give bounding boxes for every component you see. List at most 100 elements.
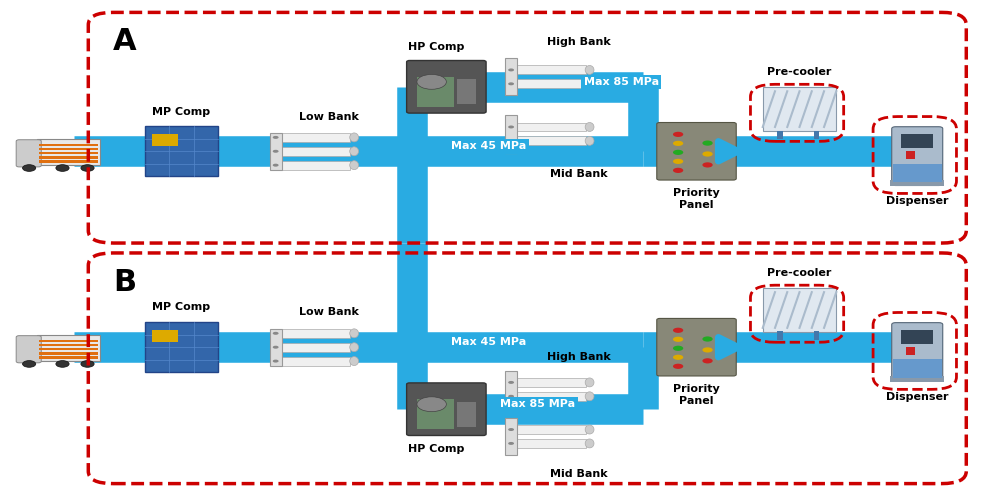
Circle shape	[80, 361, 94, 367]
Circle shape	[273, 164, 279, 167]
Text: High Bank: High Bank	[547, 352, 610, 362]
FancyBboxPatch shape	[902, 134, 934, 148]
Bar	[517, 439, 586, 448]
Circle shape	[23, 165, 35, 172]
FancyBboxPatch shape	[16, 140, 41, 167]
Text: Priority
Panel: Priority Panel	[673, 188, 720, 210]
Circle shape	[673, 328, 684, 333]
FancyBboxPatch shape	[906, 151, 914, 159]
Bar	[891, 375, 945, 382]
Bar	[39, 352, 98, 355]
Circle shape	[702, 347, 712, 353]
Bar	[517, 425, 586, 434]
Circle shape	[508, 139, 514, 142]
Circle shape	[508, 428, 514, 431]
FancyBboxPatch shape	[893, 360, 942, 377]
FancyBboxPatch shape	[37, 335, 100, 361]
Circle shape	[56, 165, 69, 172]
Bar	[282, 147, 350, 156]
Ellipse shape	[586, 439, 594, 448]
FancyBboxPatch shape	[763, 288, 836, 332]
Ellipse shape	[350, 133, 359, 142]
Bar	[891, 180, 945, 186]
Bar	[814, 130, 819, 139]
Text: Max 45 MPa: Max 45 MPa	[451, 141, 527, 151]
Circle shape	[273, 332, 279, 335]
Circle shape	[23, 361, 35, 367]
Bar	[282, 161, 350, 170]
Text: Priority
Panel: Priority Panel	[673, 384, 720, 406]
Bar	[517, 123, 586, 131]
Circle shape	[417, 397, 446, 412]
FancyBboxPatch shape	[145, 126, 218, 176]
Circle shape	[673, 132, 684, 137]
FancyBboxPatch shape	[505, 59, 517, 95]
Circle shape	[508, 442, 514, 445]
Text: MP Comp: MP Comp	[152, 303, 211, 312]
Bar	[39, 144, 98, 146]
Text: HP Comp: HP Comp	[408, 42, 465, 52]
FancyBboxPatch shape	[457, 402, 476, 427]
Circle shape	[673, 355, 684, 360]
Circle shape	[417, 74, 446, 89]
FancyBboxPatch shape	[505, 418, 517, 455]
FancyBboxPatch shape	[906, 347, 914, 355]
Circle shape	[673, 168, 684, 173]
FancyBboxPatch shape	[145, 322, 218, 372]
Text: High Bank: High Bank	[547, 37, 610, 47]
FancyBboxPatch shape	[457, 79, 476, 104]
Circle shape	[508, 125, 514, 128]
FancyBboxPatch shape	[270, 328, 282, 366]
FancyBboxPatch shape	[892, 127, 943, 186]
Text: Pre-cooler: Pre-cooler	[767, 67, 832, 77]
Bar	[39, 148, 98, 150]
Bar	[39, 156, 98, 159]
FancyBboxPatch shape	[16, 336, 41, 363]
Ellipse shape	[350, 357, 359, 366]
Bar	[282, 329, 350, 338]
FancyBboxPatch shape	[417, 77, 454, 107]
Ellipse shape	[350, 343, 359, 352]
Text: Max 85 MPa: Max 85 MPa	[584, 77, 659, 87]
FancyBboxPatch shape	[763, 87, 836, 131]
Circle shape	[673, 141, 684, 146]
Bar	[39, 357, 98, 359]
Text: HP Comp: HP Comp	[408, 444, 465, 454]
Bar	[517, 79, 586, 88]
Circle shape	[702, 358, 712, 364]
Bar	[778, 130, 783, 139]
Bar	[517, 65, 586, 74]
Circle shape	[56, 361, 69, 367]
Circle shape	[702, 140, 712, 146]
Text: Max 85 MPa: Max 85 MPa	[500, 399, 576, 409]
Text: B: B	[113, 268, 136, 297]
Text: MP Comp: MP Comp	[152, 107, 211, 117]
Ellipse shape	[586, 79, 594, 88]
Bar	[282, 133, 350, 142]
Ellipse shape	[586, 425, 594, 434]
Circle shape	[702, 336, 712, 342]
Ellipse shape	[586, 123, 594, 131]
Text: Low Bank: Low Bank	[298, 308, 359, 317]
FancyBboxPatch shape	[505, 116, 517, 153]
Ellipse shape	[350, 329, 359, 338]
Circle shape	[702, 151, 712, 157]
FancyBboxPatch shape	[417, 399, 454, 429]
FancyBboxPatch shape	[657, 123, 736, 180]
Ellipse shape	[586, 136, 594, 145]
FancyBboxPatch shape	[37, 139, 100, 166]
Circle shape	[702, 162, 712, 168]
FancyBboxPatch shape	[893, 164, 942, 182]
Circle shape	[673, 159, 684, 164]
Bar	[39, 340, 98, 342]
Bar	[517, 378, 586, 387]
Circle shape	[673, 337, 684, 342]
Circle shape	[273, 136, 279, 139]
Ellipse shape	[350, 161, 359, 170]
Text: Low Bank: Low Bank	[298, 112, 359, 122]
Circle shape	[508, 68, 514, 71]
Circle shape	[508, 395, 514, 398]
Text: Dispenser: Dispenser	[886, 392, 949, 402]
Text: Pre-cooler: Pre-cooler	[767, 268, 832, 278]
Text: Mid Bank: Mid Bank	[550, 469, 607, 479]
